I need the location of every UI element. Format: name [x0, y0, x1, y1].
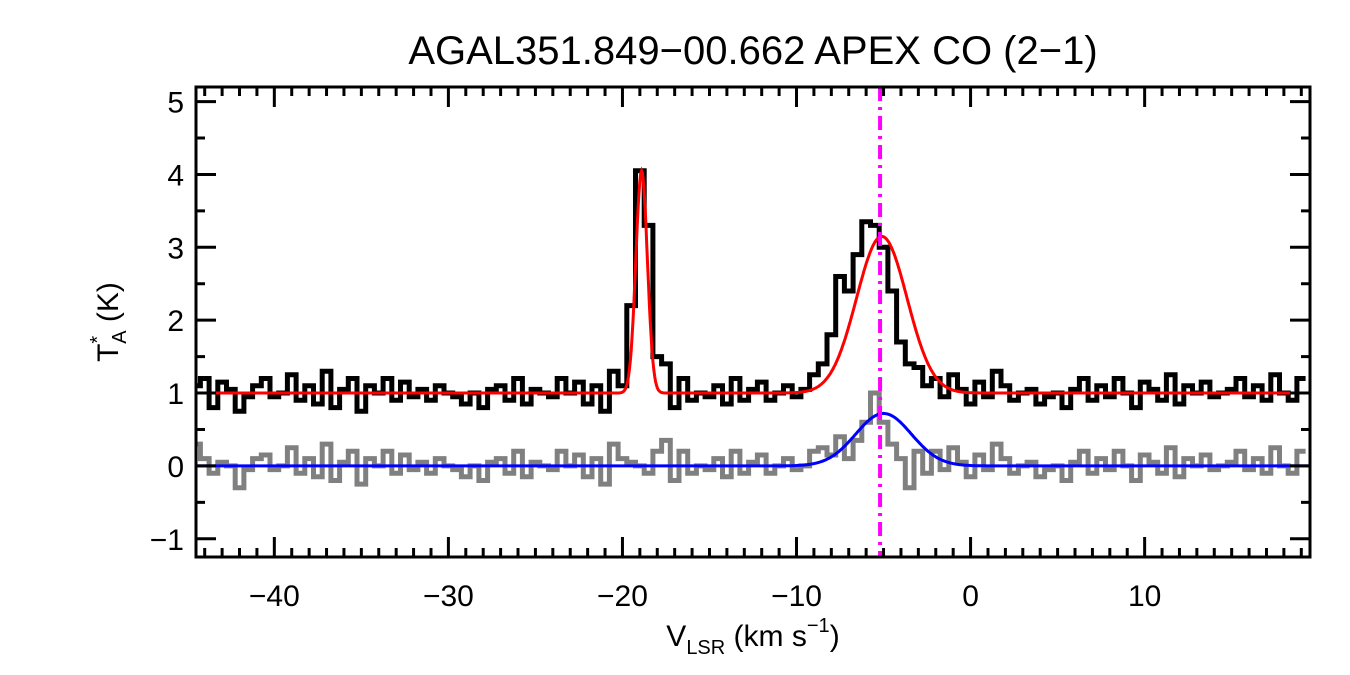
y-tick-label: 4 — [167, 159, 184, 192]
x-tick-labels: −40 −30 −20 −10 0 10 — [249, 580, 1161, 613]
y-tick-label: 2 — [167, 305, 184, 338]
y-axis-title: T*A (K) — [87, 282, 131, 362]
gaussian-fit-curve — [196, 166, 1310, 395]
y-tick-label: −1 — [150, 524, 184, 557]
y-tick-label: 1 — [167, 378, 184, 411]
observed-spectrum-line — [196, 168, 1306, 414]
x-tick-label: −40 — [249, 580, 300, 613]
plot-frame — [194, 85, 1312, 559]
plot-area — [194, 85, 1312, 559]
plot-series — [196, 87, 1310, 557]
x-axis-title: VLSR (km s−1) — [666, 615, 839, 659]
y-tick-label: 5 — [167, 87, 184, 120]
y-tick-label: 0 — [167, 451, 184, 484]
x-tick-label: 0 — [962, 580, 979, 613]
chart-title: AGAL351.849−00.662 APEX CO (2−1) — [408, 29, 1097, 73]
residual-fit-curve — [196, 411, 1310, 468]
y-tick-labels: −1 0 1 2 3 4 5 — [150, 87, 184, 557]
x-tick-label: 10 — [1128, 580, 1161, 613]
x-tick-label: −30 — [423, 580, 474, 613]
x-tick-label: −20 — [597, 580, 648, 613]
y-tick-label: 3 — [167, 232, 184, 265]
x-tick-label: −10 — [771, 580, 822, 613]
